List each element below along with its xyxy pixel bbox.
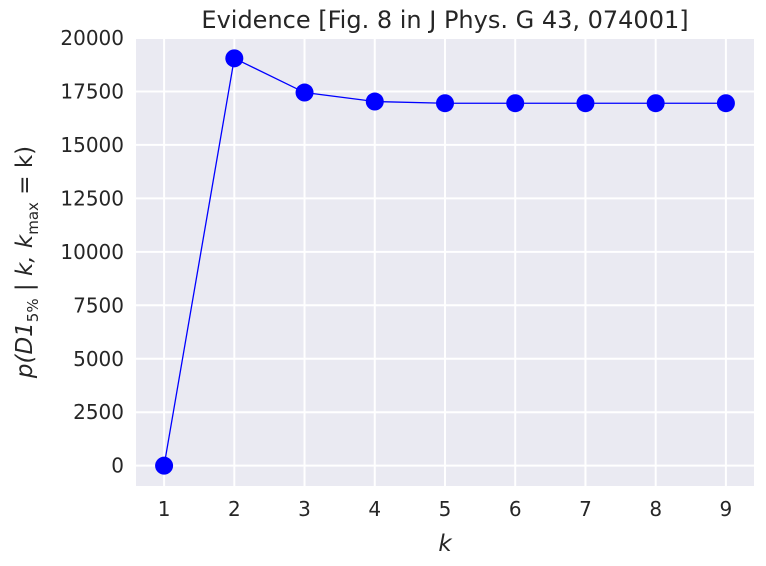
data-point [365,92,384,111]
x-tick-label: 4 [368,497,381,521]
chart-title: Evidence [Fig. 8 in J Phys. G 43, 074001… [201,6,688,34]
y-tick-label: 5000 [73,347,124,371]
data-point [436,94,454,113]
data-point [225,49,244,68]
y-tick-label: 7500 [73,293,124,317]
y-label-middle: | k, k [12,233,38,298]
data-point [576,94,595,113]
grid [136,37,754,486]
y-label-sub2: max [24,202,42,235]
x-tick-label: 6 [509,497,522,521]
x-tick-labels: 1 2 3 4 5 6 7 8 9 [158,497,733,521]
x-tick-label: 2 [228,497,241,521]
y-label-prefix: p(D1 [12,322,38,379]
data-point [155,456,174,475]
data-point [646,94,665,113]
data-point [506,94,525,113]
y-tick-label: 15000 [60,133,124,157]
y-tick-labels: 0 2500 5000 7500 10000 12500 15000 17500 20000 [60,26,124,478]
data-point [295,83,314,102]
y-tick-label: 2500 [73,400,124,424]
y-tick-label: 10000 [60,240,124,264]
x-axis-label: k [438,531,453,557]
y-label-sub1: 5% [24,298,42,322]
x-tick-label: 9 [720,497,733,521]
y-tick-label: 20000 [60,26,124,50]
x-tick-label: 1 [158,497,171,521]
data-point [716,94,735,113]
x-tick-label: 7 [579,497,592,521]
x-tick-label: 5 [439,497,452,521]
y-label-suffix: = k) [12,146,38,202]
y-tick-label: 0 [111,454,124,478]
x-tick-label: 3 [298,497,311,521]
y-axis-label: p(D15% | k, kmax = k) [12,146,42,379]
series [155,49,735,475]
y-tick-label: 17500 [60,79,124,103]
x-tick-label: 8 [649,497,662,521]
y-tick-label: 12500 [60,186,124,210]
